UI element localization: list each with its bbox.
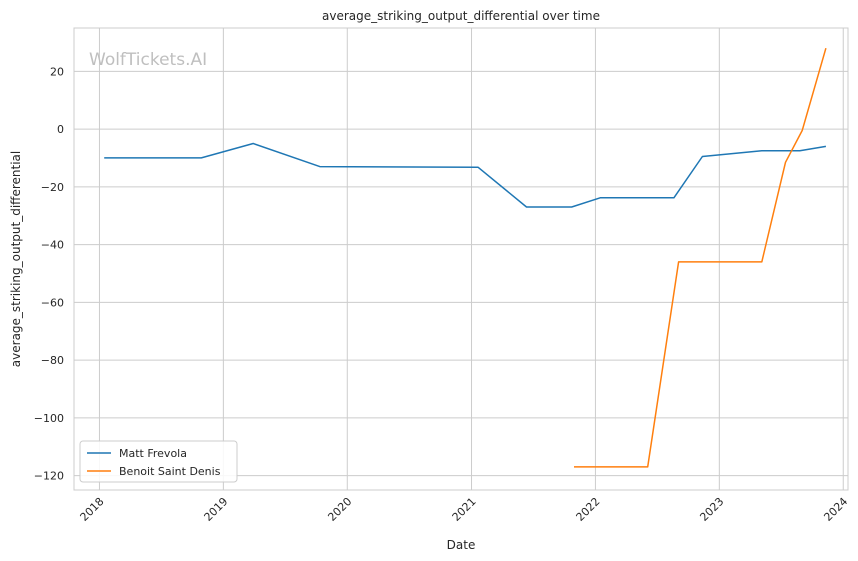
plot-area	[73, 27, 849, 491]
y-tick-label: −120	[34, 470, 64, 483]
y-tick-label: −40	[41, 239, 64, 252]
series-line-0	[104, 142, 827, 208]
y-tick-label: 0	[57, 123, 64, 136]
x-axis-label: Date	[447, 538, 476, 552]
series-line-1	[574, 47, 827, 468]
legend-label-benoit-saint-denis: Benoit Saint Denis	[119, 465, 221, 478]
y-axis-label: average_striking_output_differential	[9, 151, 23, 367]
y-tick-label: −20	[41, 181, 64, 194]
y-tick-label: 20	[50, 65, 64, 78]
y-tick-label: −100	[34, 412, 64, 425]
y-tick-label: −80	[41, 354, 64, 367]
watermark: WolfTickets.AI	[89, 50, 207, 70]
legend-label-matt-frevola: Matt Frevola	[119, 447, 187, 460]
y-tick-label: −60	[41, 296, 64, 309]
chart-title: average_striking_output_differential ove…	[322, 9, 600, 23]
legend: Matt Frevola Benoit Saint Denis	[79, 440, 238, 483]
series-lines	[104, 47, 827, 468]
legend-box	[79, 440, 238, 483]
